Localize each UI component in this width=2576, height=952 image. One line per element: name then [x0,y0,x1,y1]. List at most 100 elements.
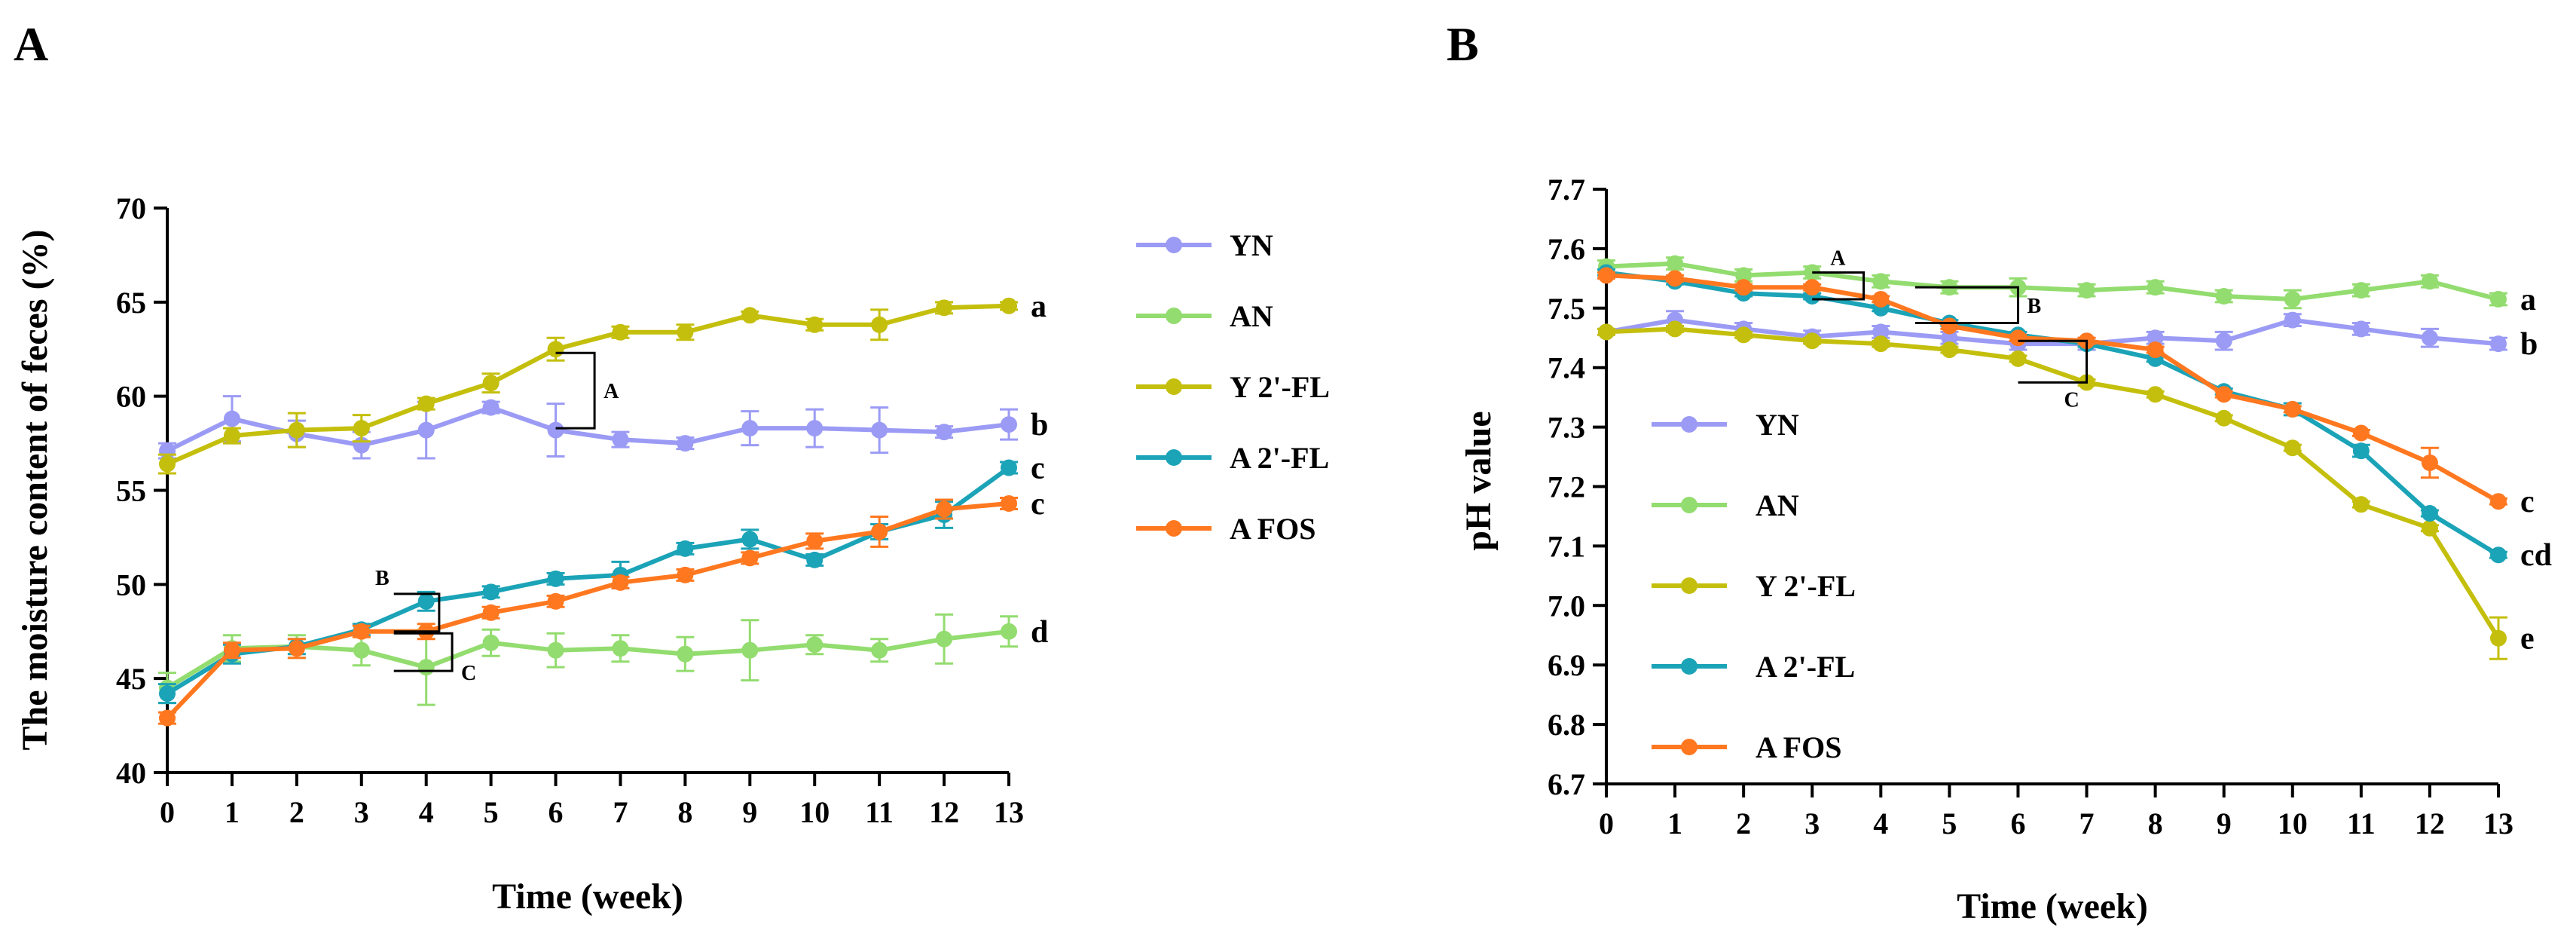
panel-b-series-an-point [2490,290,2507,308]
panel-a-series-a-2-fl-point [741,531,759,548]
panel-b-series-y-2-fl-point [2215,409,2232,427]
panel-b-series-a-2-fl-point [2352,442,2370,460]
panel-a-series-y-2-fl-point [741,307,759,324]
panel-b-series-y-2-fl-point [2147,386,2164,403]
panel-a-legend-label: AN [1230,299,1273,333]
panel-a-series-a-fos-significance-label: c [1031,487,1045,522]
panel-a-series-an-point [612,640,629,657]
panel-b-series-y-2-fl-point [1598,323,1615,341]
panel-a-series-y-2-fl-line [166,303,1010,467]
panel-a-series-y-2-fl-point [159,455,176,473]
panel-a-y-tick-label: 60 [116,380,146,414]
panel-a-series-a-2-fl-point [677,540,694,557]
panel-a-series-an-point [417,659,435,676]
panel-b-series-yn-point [2352,320,2370,338]
panel-a-series-yn-significance-label: b [1031,408,1048,442]
panel-b-legend-marker [1681,658,1697,675]
panel-a-series-an-point [806,636,824,654]
panel-b-series-yn-point [1872,323,1890,341]
panel-a-series-an-point [871,641,888,659]
panel-b-y-tick-label: 7.0 [1548,589,1585,623]
panel-b-series-an-point [2215,288,2232,305]
panel-b-series-yn-point [2215,332,2232,350]
panel-a-y-tick-label: 55 [116,474,146,508]
panel-a-series-yn-line [166,405,1010,453]
panel-b-x-axis-title: Time (week) [1957,886,2148,926]
panel-a-series-yn-point [936,424,953,441]
panel-a-x-tick-label: 6 [549,795,564,829]
panel-b-series-a-2-fl-point [2421,505,2438,522]
panel-b-series-a-fos-point [1667,270,1684,287]
panel-b-series-y-2-fl-point [1804,332,1821,350]
panel-a-series-y-2-fl-point [482,375,500,392]
panel-b-series-y-2-fl-point [2490,629,2507,647]
panel-b-series-an-point [2284,290,2301,308]
panel-b-series-a-fos-point [2215,386,2232,403]
panel-b-series-y-2-fl-point [2421,519,2438,537]
panel-a-series-a-2-fl-point [547,570,564,587]
panel-b-series-yn-point [2490,335,2507,353]
panel-b-series-a-fos-point [2490,493,2507,510]
panel-a-y-tick-label: 50 [116,568,146,602]
panel-b-y-tick-label: 7.2 [1548,470,1585,504]
panel-a-series-an-point [677,645,694,663]
panel-b-series-a-2-fl-point [2490,546,2507,564]
panel-b-series-a-fos-line [1606,273,2500,504]
panel-a-series-yn-point [806,420,824,437]
panel-b-x-tick-label: 4 [1873,807,1888,840]
panel-a-series-an-point [547,641,564,659]
panel-a-series-a-fos-point [288,640,305,657]
panel-a-series-an-point [1001,623,1017,640]
panel-b-series-yn-point [1941,329,1958,347]
panel-b-series-y-2-fl-line [1606,326,2501,640]
panel-a-series-a-fos-point [159,709,176,727]
panel-b-series-a-fos-point [1598,267,1615,284]
panel-a-series-yn-point [741,420,759,437]
panel-a-series-an-significance-label: d [1031,615,1048,650]
panel-b-x-tick-label: 3 [1804,807,1820,840]
panel-b-legend-label: AN [1756,488,1799,522]
panel-b-legend-label: YN [1756,408,1799,442]
panel-b-legend-marker [1681,577,1697,594]
panel-b-series-y-2-fl-significance-label: e [2520,622,2535,657]
panel-a-y-axis-title: The moisture content of feces (%) [15,230,55,751]
panel-b-series-a-fos-point [2284,400,2301,418]
panel-a-bracket-label-a: A [604,380,619,403]
panel-a-y-tick-label: 40 [116,756,146,790]
panel-a-series-y-2-fl-point [1001,297,1017,314]
panel-b-series-a-fos-point [1941,317,1958,335]
panel-b-series-a-fos-point [2147,341,2164,359]
panel-b-series-an-point [1667,255,1684,272]
panel-b-x-tick-label: 2 [1736,807,1751,840]
panel-b-series-a-fos-point [1872,290,1890,308]
panel-a-x-tick-label: 1 [225,795,240,829]
panel-a-x-axis-title: Time (week) [492,877,683,917]
panel-a-y-tick-label: 70 [116,191,146,225]
panel-b-series-y-2-fl-point [1735,326,1752,344]
panel-b-series-yn-point [2284,311,2301,329]
panel-b-x-tick-label: 8 [2148,807,2163,840]
panel-b-series-an-point [2147,279,2164,296]
panel-b-series-an-point [1872,273,1890,290]
panel-b-bracket-a [1812,271,1866,301]
panel-b-series-an-significance-label: a [2520,283,2536,317]
panel-b-y-tick-label: 6.7 [1548,767,1585,801]
panel-b-series-an-point [2078,282,2095,299]
panel-a-series-y-2-fl-significance-label: a [1031,289,1047,324]
panel-a-series-a-2-fl-point [482,583,500,601]
panel-b-series-a-2-fl-significance-label: cd [2520,538,2552,573]
panel-a-legend-marker [1166,449,1182,466]
panel-b-y-tick-label: 6.8 [1548,708,1585,742]
panel-a-series-y-2-fl-point [677,323,694,341]
panel-b-bracket-label-a: A [1830,246,1846,270]
panel-a-x-tick-label: 11 [865,795,894,829]
panel-letter-a: A [14,17,48,71]
panel-a-series-an-point [741,641,759,659]
panel-a-series-a-fos-point [353,623,370,640]
panel-a-x-tick-label: 10 [799,795,830,829]
panel-a-legend-marker [1166,237,1182,253]
panel-a-series-a-2-fl-point [1001,459,1017,476]
